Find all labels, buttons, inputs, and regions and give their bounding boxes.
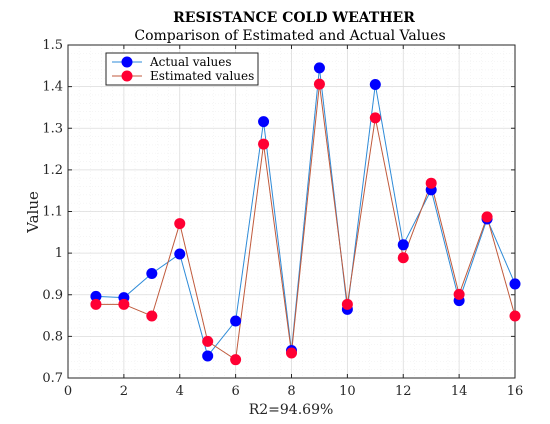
data-point-estimated — [118, 298, 130, 310]
y-tick-label: 0.9 — [42, 288, 63, 303]
data-point-estimated — [509, 310, 521, 322]
data-point-estimated — [146, 310, 158, 322]
x-tick-label: 8 — [287, 384, 295, 399]
data-point-estimated — [202, 335, 214, 347]
data-point-actual — [509, 278, 521, 290]
x-tick-label: 0 — [64, 384, 72, 399]
axis-ticks — [67, 44, 516, 379]
legend: Actual values Estimated values — [105, 52, 259, 86]
data-point-actual — [369, 79, 381, 91]
data-point-estimated — [481, 211, 493, 223]
series-points — [90, 62, 521, 366]
data-point-actual — [146, 268, 158, 280]
x-tick-label: 6 — [231, 384, 239, 399]
series-line-actual — [95, 67, 516, 358]
data-point-estimated — [453, 288, 465, 300]
data-point-estimated — [258, 138, 270, 150]
data-point-actual — [174, 248, 186, 260]
series-line-estimated — [95, 84, 516, 361]
x-tick-label: 14 — [451, 384, 468, 399]
y-tick-label: 1.2 — [42, 163, 63, 178]
y-tick-label: 0.8 — [42, 329, 63, 344]
data-point-estimated — [174, 218, 186, 230]
legend-label-estimated: Estimated values — [150, 69, 254, 83]
y-tick-label: 1.4 — [42, 80, 63, 95]
data-point-actual — [397, 239, 409, 251]
data-point-actual — [90, 290, 102, 302]
data-point-estimated — [286, 347, 297, 359]
data-point-actual — [230, 315, 242, 327]
data-point-estimated — [425, 177, 437, 189]
y-tick-label: 0.7 — [42, 371, 63, 386]
x-axis-label: R2=94.69% — [249, 402, 334, 418]
data-point-estimated — [90, 298, 102, 310]
y-tick-label: 1 — [55, 246, 63, 261]
data-point-estimated — [230, 354, 242, 366]
legend-marker-actual — [121, 56, 133, 68]
series-lines — [95, 67, 516, 361]
x-tick-label: 16 — [507, 384, 524, 399]
x-tick-labels: 0 2 4 6 8 10 12 14 16 — [64, 384, 523, 399]
y-tick-label: 1.1 — [42, 205, 63, 220]
y-tick-label: 1.5 — [42, 38, 63, 53]
chart-subtitle: Comparison of Estimated and Actual Value… — [134, 28, 445, 44]
y-axis-label: Value — [24, 191, 42, 234]
data-point-estimated — [397, 252, 409, 264]
chart-title: RESISTANCE COLD WEATHER — [173, 10, 415, 26]
data-point-actual — [313, 62, 325, 74]
data-point-actual — [258, 116, 270, 128]
x-tick-label: 12 — [395, 384, 412, 399]
y-tick-label: 1.3 — [42, 121, 63, 136]
x-tick-label: 4 — [176, 384, 184, 399]
data-point-actual — [202, 350, 214, 362]
legend-marker-estimated — [121, 70, 133, 82]
data-point-estimated — [341, 298, 353, 310]
x-tick-label: 10 — [339, 384, 356, 399]
y-tick-labels: 0.7 0.8 0.9 1 1.1 1.2 1.3 1.4 1.5 — [42, 38, 63, 386]
x-tick-label: 2 — [120, 384, 128, 399]
legend-label-actual: Actual values — [149, 55, 232, 69]
data-point-estimated — [369, 112, 381, 124]
data-point-estimated — [313, 78, 325, 90]
legend-box — [105, 52, 259, 86]
